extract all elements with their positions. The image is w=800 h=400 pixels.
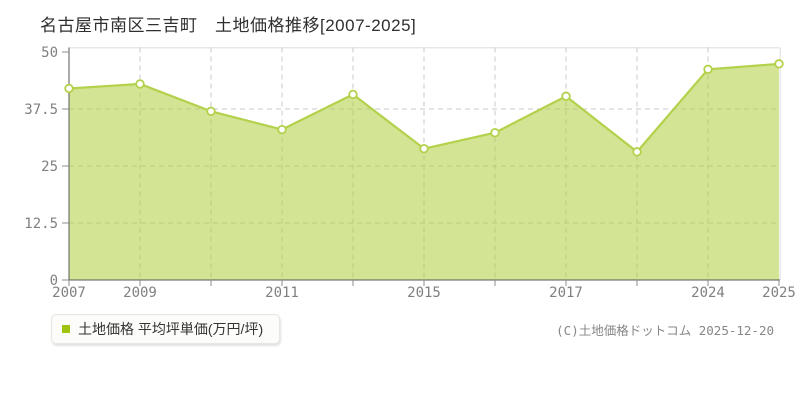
legend-series-marker-icon [62,325,70,333]
x-axis-tick-label: 2009 [123,285,157,301]
data-point [419,143,429,154]
data-point [135,79,145,89]
copyright-text: (C)土地価格ドットコム 2025-12-20 [556,323,774,338]
x-axis-tick-label: 2025 [762,285,796,301]
chart-title: 名古屋市南区三吉町 土地価格推移[2007-2025] [40,16,417,35]
price-trend-area-chart: 0 12.5 25 37.5 50 2007 2009 2011 2015 2017 2024 202… [24,45,796,301]
data-point [64,83,74,94]
data-point [703,64,713,75]
data-point [206,106,216,116]
data-point [632,147,642,157]
data-point [277,124,287,135]
x-axis-tick-label: 2024 [691,285,725,301]
data-point [490,128,500,138]
data-point [774,59,784,69]
data-point [561,91,571,101]
x-axis-tick-label: 2011 [265,285,299,301]
y-axis-tick-label: 25 [41,159,58,175]
x-axis-tick-label: 2017 [549,285,583,301]
y-axis-tick-label: 0 [50,273,58,289]
legend-series-label: 土地価格 平均坪単価(万円/坪) [78,321,264,337]
legend: 土地価格 平均坪単価(万円/坪) [51,314,281,344]
data-point [348,89,358,100]
y-axis-tick-label: 50 [41,45,58,61]
y-axis-tick-label: 37.5 [24,102,58,118]
y-axis-tick-label: 12.5 [24,216,58,232]
x-axis-tick-label: 2007 [52,285,86,301]
x-axis-tick-label: 2015 [407,285,441,301]
